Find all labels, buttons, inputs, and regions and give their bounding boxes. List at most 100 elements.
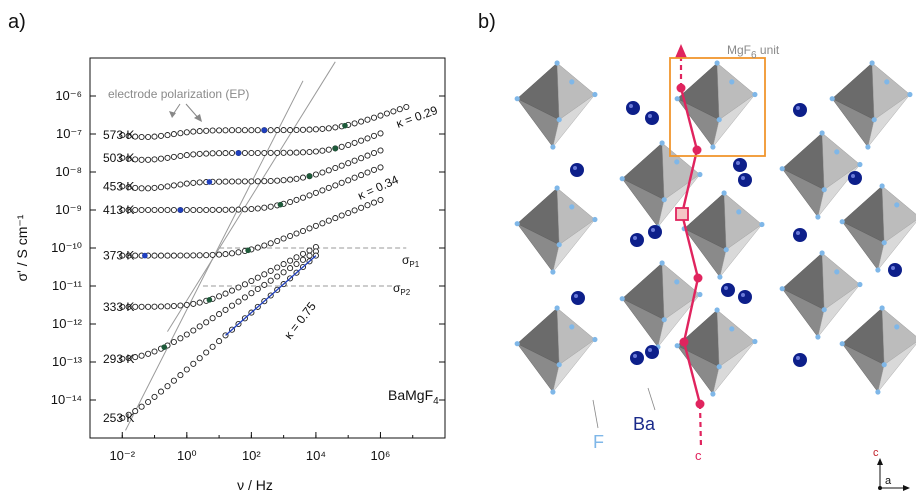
ba-atom [648,225,662,239]
ba-atom-highlight [891,266,895,270]
y-tick-label: 10⁻⁹ [55,202,82,217]
data-point [157,388,165,395]
data-point [287,127,294,134]
temperature-label: 573 K [103,128,134,142]
ba-atom-highlight [796,106,800,110]
data-point [119,132,126,139]
data-point [196,128,203,135]
f-atom [674,159,680,165]
f-atom [815,334,821,340]
data-point [319,169,326,176]
mgf6-octahedron [619,260,703,350]
data-point [293,126,300,134]
data-point [190,128,197,135]
data-point [125,206,132,214]
temperature-label: 413 K [103,203,134,217]
data-point [267,203,274,210]
x-tick-label: 10⁴ [306,448,326,463]
f-atom [834,269,840,275]
data-point [364,116,371,123]
mgf6-octahedron [514,60,598,150]
data-point [390,108,397,115]
data-point [157,155,165,162]
data-point [306,126,313,133]
data-point [235,298,242,305]
data-point [241,178,248,185]
ba-atom-highlight [633,354,637,358]
data-point [332,164,339,172]
chain-segment [680,149,699,215]
ba-atom [630,351,644,365]
data-point [325,184,332,191]
data-point [287,232,294,240]
data-point [132,354,139,361]
data-point [125,303,132,310]
data-point [370,166,378,173]
data-point [228,302,236,309]
f-atom [857,281,863,288]
f-atom [879,183,885,189]
data-point [332,182,339,189]
data-point [151,393,158,400]
data-point [170,338,177,346]
ba-atom-highlight [736,161,740,165]
f-atom [821,307,827,313]
data-point [325,217,332,224]
data-point [145,206,152,214]
data-point [261,271,268,278]
data-point [358,204,365,211]
data-point [132,156,139,163]
data-point [370,199,378,206]
y-axis-label: σ' / S cm⁻¹ [14,214,30,281]
data-point [222,150,229,157]
f-atom [619,176,625,182]
data-point [319,220,326,227]
sigma-p1-marker [235,150,242,156]
data-point [209,127,216,134]
f-atom [815,214,821,220]
f-atom [674,279,680,285]
data-point [345,160,352,167]
data-point [306,247,313,254]
data-point [287,198,294,206]
data-point [299,227,307,235]
ba-atom [570,163,584,177]
data-point [248,127,255,134]
data-point [299,194,307,201]
data-point [241,127,248,134]
data-point [209,315,216,322]
y-tick-label: 10⁻⁸ [55,164,82,179]
f-atom [514,341,520,347]
data-point [138,206,145,214]
data-point [377,196,384,204]
data-point [125,355,132,362]
ba-atom-highlight [741,176,745,180]
f-atom [569,79,575,85]
data-point [261,149,268,157]
data-point [216,251,223,258]
f-atom [894,324,900,330]
data-point [319,125,326,132]
ba-atom [738,290,752,304]
data-point [293,196,300,203]
data-point [196,150,203,157]
data-point [196,323,203,330]
f-atom [556,117,562,123]
data-point [132,303,139,310]
data-point [119,414,126,422]
data-point [151,252,158,259]
sigma-p2-marker [332,145,339,152]
data-point [312,126,319,133]
data-point [145,350,152,357]
data-point [170,153,177,160]
panel-b-label: b) [478,11,496,33]
c-axis-label: c [695,448,702,463]
data-point [254,285,261,293]
mgf6-octahedron [839,183,916,273]
f-atom [871,117,877,123]
data-point [151,206,158,214]
data-point [254,274,261,281]
chain-dashed-bottom [698,403,703,449]
data-point [125,184,132,191]
